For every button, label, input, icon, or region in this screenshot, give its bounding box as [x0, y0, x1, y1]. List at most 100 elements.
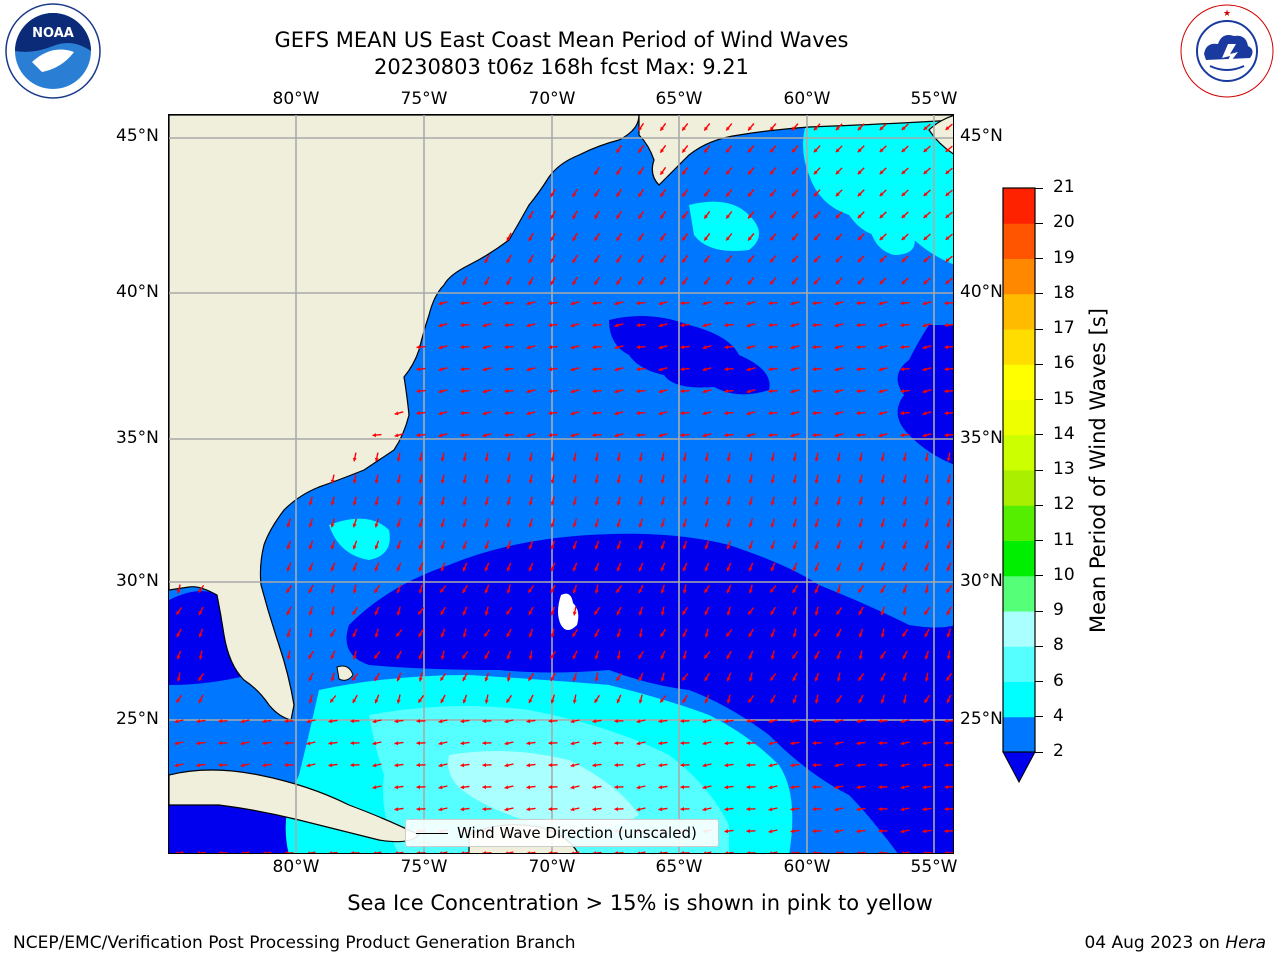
wind-wave-arrow-head: [482, 323, 487, 328]
wind-wave-arrow-head: [504, 411, 509, 416]
wind-wave-arrow-head: [792, 258, 796, 263]
wind-wave-arrow-head: [440, 501, 445, 506]
wind-wave-arrow-head: [462, 611, 467, 616]
wind-wave-arrow-head: [812, 345, 817, 350]
wind-wave-arrow-head: [616, 214, 621, 219]
wind-wave-arrow-head: [748, 479, 753, 484]
wind-wave-arrow-head: [614, 433, 619, 438]
wind-wave-arrow-head: [835, 148, 840, 153]
wind-wave-arrow-head: [484, 479, 489, 484]
wind-wave-arrow-head: [440, 567, 445, 572]
wind-wave-arrow-head: [396, 699, 401, 704]
wind-wave-arrow: [328, 851, 338, 853]
colorbar-band: [1003, 329, 1035, 365]
wind-wave-arrow-head: [748, 214, 752, 219]
wind-wave-arrow-head: [790, 741, 795, 746]
wind-wave-arrow-head: [484, 655, 489, 659]
wind-wave-arrow-head: [835, 851, 838, 853]
wind-wave-arrow-head: [726, 589, 731, 594]
wind-wave-arrow-head: [460, 719, 465, 724]
wind-wave-arrow-head: [748, 655, 753, 660]
wind-wave-arrow-head: [440, 523, 445, 528]
wind-wave-arrow-head: [746, 411, 751, 416]
nws-logo: ★: [1180, 4, 1274, 98]
wind-wave-arrow-head: [812, 763, 816, 768]
wind-wave-arrow-head: [924, 698, 929, 703]
wind-wave-arrow-head: [374, 479, 379, 484]
wind-wave-arrow-head: [528, 457, 533, 462]
wind-wave-arrow-head: [790, 719, 795, 724]
wind-wave-arrow-head: [946, 611, 951, 615]
wind-wave-arrow-head: [746, 763, 750, 768]
wind-wave-arrow-head: [922, 785, 927, 790]
colorbar-band: [1003, 364, 1035, 400]
wind-wave-arrow-head: [592, 433, 597, 438]
wind-wave-arrow-head: [704, 148, 708, 153]
wind-wave-arrow-head: [856, 807, 861, 812]
wind-wave-arrow-head: [879, 214, 884, 219]
wind-wave-arrow-head: [770, 236, 774, 241]
wind-wave-arrow-head: [792, 545, 797, 550]
wind-wave-arrow-head: [858, 611, 863, 615]
colorbar-band: [1003, 716, 1035, 753]
wind-wave-arrow-head: [813, 236, 818, 241]
wind-wave-arrow-head: [814, 632, 818, 637]
wind-wave-arrow-head: [418, 523, 423, 528]
wind-wave-arrow-head: [682, 698, 687, 703]
wind-wave-arrow-head: [396, 501, 401, 506]
wind-wave-arrow-head: [528, 611, 533, 615]
wind-wave-arrow-head: [328, 741, 333, 746]
wind-wave-arrow-head: [770, 567, 775, 572]
wind-wave-arrow-head: [834, 411, 839, 416]
wind-wave-arrow-head: [879, 126, 884, 131]
wind-wave-arrow-head: [614, 345, 619, 350]
wind-wave-arrow-head: [792, 611, 797, 616]
wind-wave-arrow-head: [857, 148, 862, 153]
wind-wave-arrow-head: [548, 389, 553, 394]
wind-wave-arrow-head: [834, 301, 839, 306]
wind-wave-arrow-head: [704, 676, 709, 681]
wind-wave-arrow-head: [482, 807, 486, 812]
wind-wave-arrow-head: [550, 479, 555, 484]
wind-wave-arrow-head: [438, 411, 443, 416]
wind-wave-arrow-head: [704, 236, 708, 241]
wind-wave-arrow-head: [726, 501, 731, 506]
wind-wave-arrow-head: [330, 589, 335, 594]
wind-wave-arrow-head: [506, 523, 511, 528]
wind-wave-arrow-head: [350, 763, 354, 768]
wind-wave-arrow-head: [571, 851, 574, 853]
wind-wave-arrow-head: [572, 280, 577, 285]
wind-wave-arrow-head: [418, 655, 423, 660]
wind-wave-arrow-head: [372, 433, 377, 438]
wind-wave-arrow-head: [460, 389, 465, 394]
wind-wave-arrow-head: [572, 214, 577, 219]
wind-wave-arrow-head: [462, 699, 467, 704]
wind-wave-arrow-head: [814, 479, 819, 484]
lon-label-top-60w: 60°W: [783, 89, 831, 109]
wind-wave-arrow-head: [724, 433, 729, 438]
wind-wave-arrow-head: [638, 192, 643, 197]
wind-wave-arrow-head: [814, 655, 819, 659]
lon-label-bottom-80w: 80°W: [272, 857, 320, 877]
wind-wave-arrow-head: [572, 258, 577, 263]
wind-wave-arrow: [241, 851, 250, 853]
wind-wave-arrow-head: [790, 785, 795, 790]
wind-wave-arrow-head: [746, 389, 751, 394]
wind-wave-arrow-head: [878, 851, 882, 853]
wind-wave-arrow-head: [944, 807, 948, 812]
wind-wave-arrow-head: [724, 719, 729, 724]
wind-wave-arrow-head: [506, 677, 511, 682]
wind-wave-arrow-head: [748, 280, 752, 285]
wind-wave-arrow-head: [682, 545, 687, 550]
wind-wave-arrow-head: [901, 192, 906, 196]
wind-wave-arrow-head: [680, 433, 685, 438]
wind-wave-arrow-head: [308, 567, 313, 572]
wind-wave-arrow-head: [834, 719, 839, 724]
colorbar-tick-mark: [1035, 363, 1043, 365]
wind-wave-arrow-head: [945, 170, 950, 174]
wind-wave-arrow-head: [638, 699, 643, 704]
wind-wave-arrow-head: [748, 126, 752, 131]
wind-wave-arrow-head: [330, 545, 335, 550]
wind-wave-arrow-head: [570, 301, 575, 306]
wind-wave-arrow-head: [416, 741, 420, 746]
